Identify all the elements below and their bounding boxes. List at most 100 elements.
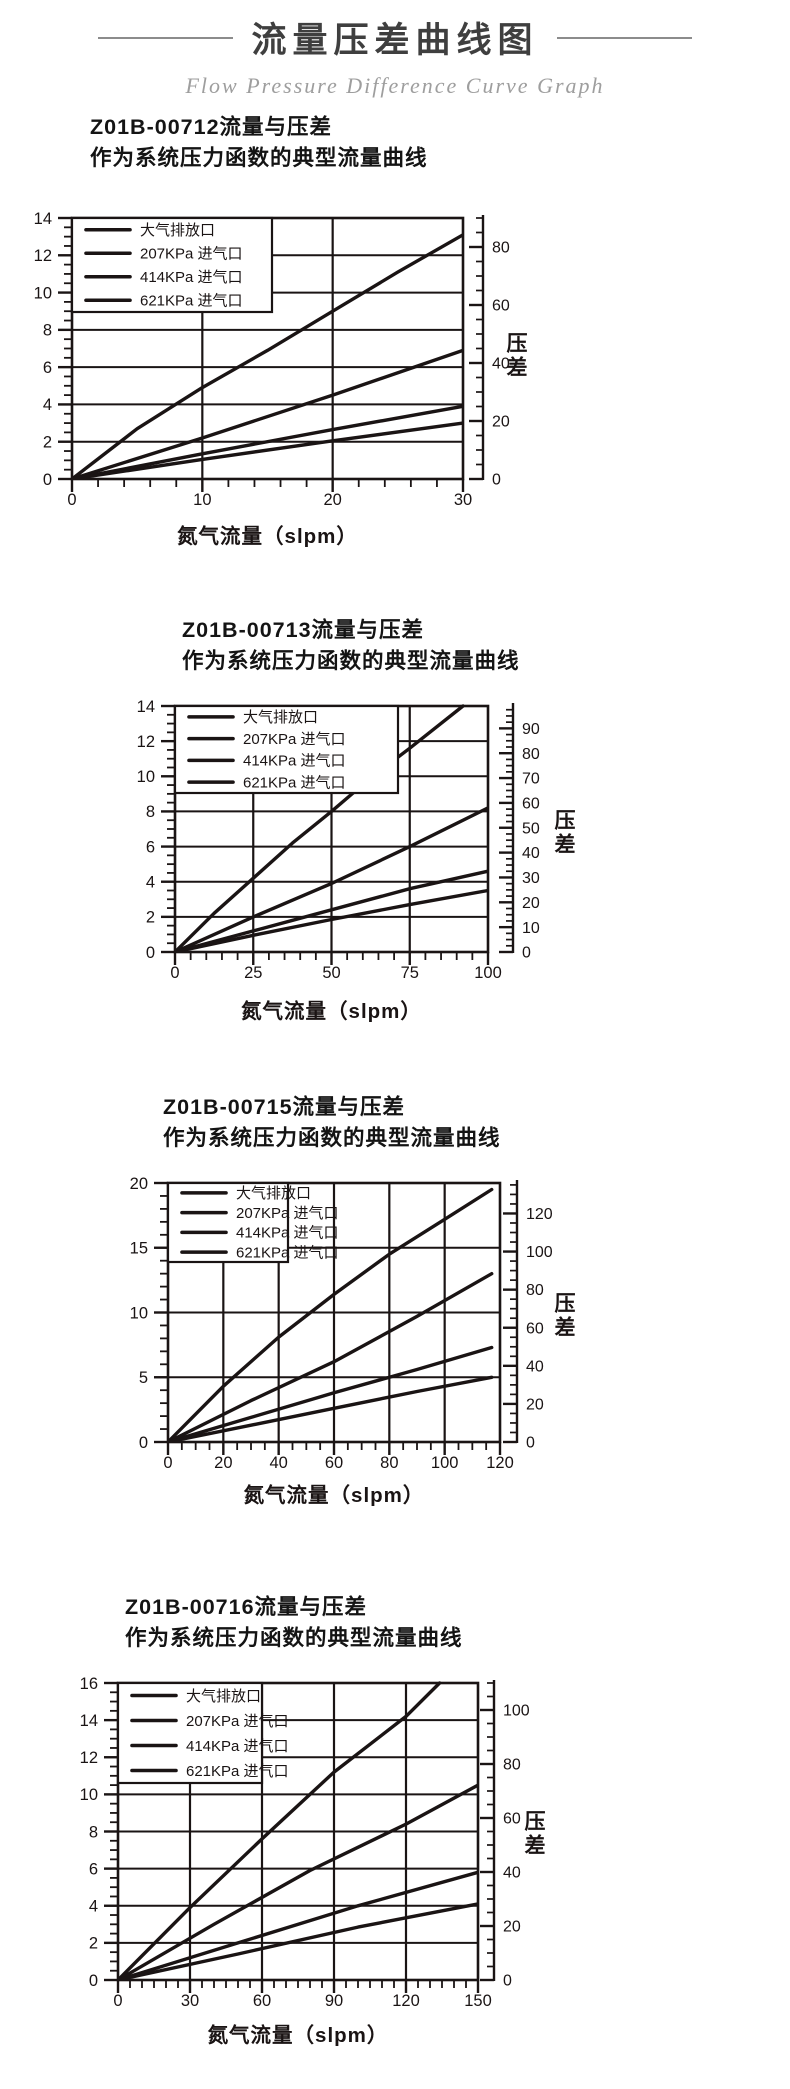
y-left-tick-label: 10 (137, 768, 155, 786)
legend-label: 大气排放口 (236, 1185, 311, 1202)
y-left-tick-label: 2 (43, 433, 52, 451)
chart-4-title-line2: 作为系统压力函数的典型流量曲线 (125, 1626, 463, 1650)
series-line-2 (71, 404, 464, 480)
series-line-1 (167, 1272, 494, 1443)
series-line-3 (174, 888, 489, 953)
legend: 大气排放口 207KPa 进气口 414KPa 进气口 621KPa 进气口 (70, 216, 274, 314)
legend-label: 207KPa 进气口 (140, 246, 243, 263)
y-right-tick-label: 40 (522, 845, 540, 862)
x-axis-title: 氮气流量（slpm） (177, 524, 358, 548)
y-right-tick-label: 40 (526, 1358, 544, 1375)
bottom-axis: 0 20 40 60 80 100 120 (163, 1442, 514, 1472)
series-line-2 (167, 1345, 494, 1443)
series-line-0 (174, 704, 465, 953)
y-right-tick-label: 20 (492, 414, 510, 431)
chart-canvas-z01b-00712: 0 2 4 6 8 10 12 14 0 10 20 30 大气排放口 207KPa 进气口 414KPa … (34, 210, 528, 548)
right-ruler: 0 20 40 60 80 100 120 (503, 1180, 553, 1452)
left-axis: 0 5 10 15 20 (130, 1175, 168, 1452)
page-subtitle: Flow Pressure Difference Curve Graph (185, 73, 605, 98)
legend-label: 414KPa 进气口 (186, 1738, 289, 1755)
pressure-diff-char: 差 (507, 355, 528, 379)
series-line-0 (71, 233, 464, 480)
chart-2-title-line2: 作为系统压力函数的典型流量曲线 (182, 649, 520, 673)
y-right-tick-label: 0 (503, 1973, 512, 1990)
y-right-tick-label: 100 (503, 1703, 530, 1720)
series-line-3 (71, 421, 464, 480)
y-right-tick-label: 60 (522, 796, 540, 813)
chart-canvas-z01b-00716: 0 2 4 6 8 10 12 14 16 0 30 60 90 120 150 大气排放口 207KPa 进气… (80, 1675, 546, 2047)
chart-4-title-line1: Z01B-00716流量与压差 (125, 1595, 368, 1619)
x-tick-label: 0 (170, 964, 179, 982)
x-tick-label: 40 (269, 1454, 287, 1472)
x-tick-label: 90 (325, 1992, 343, 2010)
chart-2-title: Z01B-00713流量与压差 作为系统压力函数的典型流量曲线 (182, 615, 520, 677)
curves (71, 233, 464, 480)
x-tick-label: 20 (214, 1454, 232, 1472)
legend-label: 大气排放口 (243, 709, 318, 726)
x-tick-label: 0 (67, 491, 76, 509)
series-line-1 (71, 348, 464, 480)
y-left-tick-label: 12 (34, 247, 52, 265)
legend-label: 621KPa 进气口 (243, 774, 346, 791)
y-left-tick-label: 6 (89, 1860, 98, 1878)
legend-label: 207KPa 进气口 (243, 731, 346, 748)
y-right-tick-label: 100 (526, 1244, 553, 1261)
legend: 大气排放口 207KPa 进气口 414KPa 进气口 621KPa 进气口 (173, 704, 400, 795)
y-left-tick-label: 10 (34, 284, 52, 302)
legend-label: 大气排放口 (186, 1688, 261, 1705)
series-line-3 (117, 1902, 479, 1981)
series-line-1 (174, 806, 489, 953)
y-right-tick-label: 50 (522, 820, 540, 837)
legend: 大气排放口 207KPa 进气口 414KPa 进气口 621KPa 进气口 (116, 1681, 289, 1785)
x-tick-label: 60 (325, 1454, 343, 1472)
chart-1-title: Z01B-00712流量与压差 作为系统压力函数的典型流量曲线 (90, 112, 428, 174)
series-line-1 (117, 1783, 479, 1981)
y-left-tick-label: 14 (34, 210, 52, 228)
y-left-tick-label: 5 (139, 1369, 148, 1387)
y-right-tick-label: 20 (503, 1919, 521, 1936)
y-right-tick-label: 0 (522, 945, 531, 962)
legend-box (70, 216, 274, 314)
x-tick-label: 75 (401, 964, 419, 982)
pressure-diff-char: 压 (525, 1810, 546, 1833)
legend-box (173, 704, 400, 795)
series-line-3 (167, 1375, 494, 1443)
bottom-axis: 0 25 50 75 100 (170, 952, 502, 982)
chart-4-title: Z01B-00716流量与压差 作为系统压力函数的典型流量曲线 (125, 1592, 463, 1654)
x-axis-label: 氮气流量（slpm） (208, 2023, 388, 2047)
y-left-tick-label: 12 (80, 1749, 98, 1767)
y-right-tick-label: 80 (526, 1282, 544, 1299)
chart-2-title-line1: Z01B-00713流量与压差 (182, 618, 425, 642)
x-tick-label: 10 (193, 491, 211, 509)
chart-1-title-line1: Z01B-00712流量与压差 (90, 115, 333, 139)
legend-label: 414KPa 进气口 (140, 269, 243, 286)
chart-3-title-line1: Z01B-00715流量与压差 (163, 1095, 406, 1119)
y-right-tick-label: 70 (522, 771, 540, 788)
y-left-tick-label: 14 (137, 698, 155, 716)
curves (117, 1681, 479, 1981)
x-tick-label: 50 (322, 964, 340, 982)
chart-1-title-line2: 作为系统压力函数的典型流量曲线 (90, 146, 428, 170)
chart-canvas-z01b-00715: 0 5 10 15 20 0 20 40 60 80 100 120 大气排放口 207KPa 进气口 41… (130, 1175, 576, 1507)
y-right-tick-label: 40 (492, 356, 510, 373)
pressure-diff-label: 压差 (555, 1292, 576, 1339)
y-right-tick-label: 60 (526, 1320, 544, 1337)
x-tick-label: 100 (474, 964, 502, 982)
legend-label: 414KPa 进气口 (236, 1225, 339, 1242)
chart-3-title: Z01B-00715流量与压差 作为系统压力函数的典型流量曲线 (163, 1092, 501, 1154)
y-left-tick-label: 16 (80, 1675, 98, 1693)
page-header: 流量压差曲线图 Flow Pressure Difference Curve G… (0, 12, 790, 99)
x-axis-title: 氮气流量（slpm） (241, 999, 422, 1023)
y-right-tick-label: 0 (526, 1435, 535, 1452)
x-tick-label: 0 (163, 1454, 172, 1472)
y-left-tick-label: 0 (89, 1972, 98, 1990)
x-tick-label: 150 (464, 1992, 492, 2010)
legend-label: 207KPa 进气口 (236, 1205, 339, 1222)
x-axis-label: 氮气流量（slpm） (244, 1483, 424, 1507)
y-right-tick-label: 80 (492, 240, 510, 257)
y-right-tick-label: 40 (503, 1865, 521, 1882)
legend-label: 621KPa 进气口 (236, 1244, 339, 1261)
legend-label: 621KPa 进气口 (140, 293, 243, 310)
title-rule-right (556, 36, 692, 39)
series-line-0 (167, 1187, 494, 1443)
